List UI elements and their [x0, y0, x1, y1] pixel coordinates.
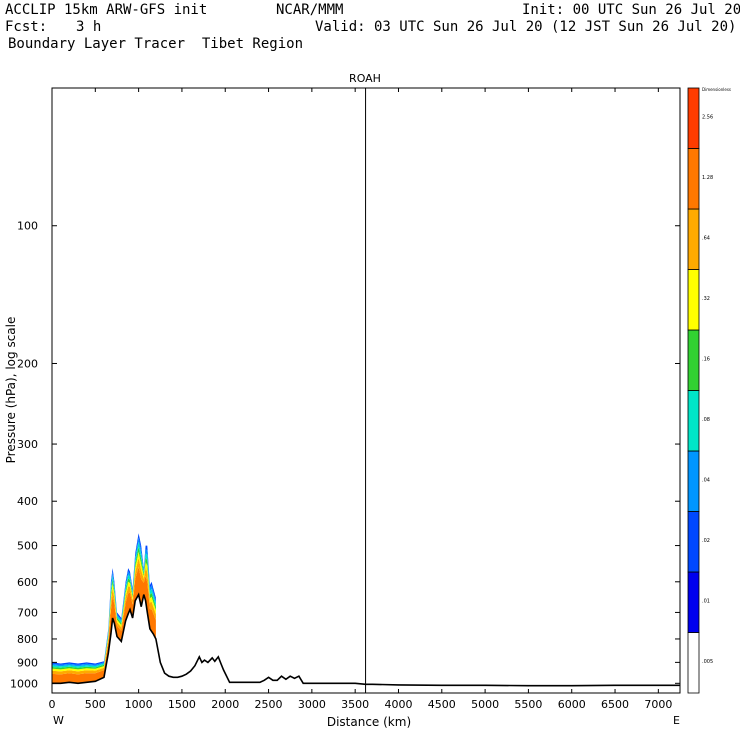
x-tick-label: 0	[49, 698, 56, 711]
x-tick-label: 2000	[211, 698, 239, 711]
colorbar-segment	[687, 329, 700, 391]
colorbar-label: .32	[702, 296, 710, 302]
colorbar-label: 2.56	[702, 114, 713, 120]
tracer-band-3	[52, 546, 156, 670]
colorbar-segment	[687, 571, 700, 633]
tracer-band-2	[52, 551, 156, 672]
tracer-band-1	[52, 557, 156, 675]
colorbar-label: .04	[702, 477, 710, 483]
model-title: ACCLIP 15km ARW-GFS init	[5, 2, 208, 18]
x-tick-label: 500	[85, 698, 106, 711]
y-tick-label: 900	[17, 656, 38, 669]
y-tick-label: 100	[17, 220, 38, 233]
colorbar-segment	[687, 511, 700, 573]
terrain-layer	[52, 88, 680, 693]
x-tick-label: 7000	[644, 698, 672, 711]
colorbar-label: .08	[702, 417, 710, 423]
colorbar-label: .01	[702, 598, 710, 604]
x-tick-label: 6500	[601, 698, 629, 711]
colorbar-segment	[687, 148, 700, 210]
chart-title: ROAH	[349, 72, 381, 85]
y-tick-label: 1000	[10, 677, 38, 690]
colorbar-label: 1.28	[702, 175, 713, 181]
y-tick-label: 400	[17, 495, 38, 508]
east-end-label: E	[673, 714, 680, 727]
colorbar-label: .16	[702, 356, 710, 362]
colorbar-segment	[687, 450, 700, 512]
plot-frame	[51, 87, 681, 694]
y-tick-label: 800	[17, 633, 38, 646]
valid-time: Valid: 03 UTC Sun 26 Jul 20 (12 JST Sun …	[315, 19, 737, 35]
colorbar: .005 .01 .02 .04 .08 .16 .32 .64 1.28 2.56 Dimensi…	[687, 87, 731, 694]
tracer-band-0	[52, 567, 156, 684]
x-tick-label: 4000	[384, 698, 412, 711]
west-end-label: W	[53, 714, 64, 727]
x-tick-label: 1500	[168, 698, 196, 711]
colorbar-label: .02	[702, 538, 710, 544]
y-tick-label: 700	[17, 606, 38, 619]
y-tick-label: 600	[17, 576, 38, 589]
x-tick-label: 3000	[298, 698, 326, 711]
init-time: Init: 00 UTC Sun 26 Jul 20	[522, 2, 740, 18]
x-tick-label: 2500	[255, 698, 283, 711]
x-axis-label: Distance (km)	[327, 715, 411, 729]
tracer-fill-layer	[52, 533, 156, 684]
x-tick-label: 5000	[471, 698, 499, 711]
colorbar-label: .005	[702, 659, 713, 665]
colorbar-label: .64	[702, 235, 710, 241]
colorbar-segment	[687, 269, 700, 331]
forecast-hours: 3 h	[76, 19, 102, 35]
colorbar-segment	[687, 390, 700, 452]
y-tick-label: 300	[17, 438, 38, 451]
terrain-line	[52, 592, 680, 687]
y-axis-label: Pressure (hPa), log scale	[4, 317, 18, 464]
colorbar-label: Dimensionless	[702, 87, 731, 92]
forecast-label: Fcst:	[5, 19, 48, 35]
y-tick-label: 200	[17, 357, 38, 370]
x-tick-label: 6000	[558, 698, 586, 711]
x-tick-label: 4500	[428, 698, 456, 711]
colorbar-segment	[687, 87, 700, 149]
y-tick-label: 500	[17, 540, 38, 553]
x-tick-label: 1000	[125, 698, 153, 711]
tracer-band-5	[52, 537, 156, 667]
x-tick-label: 3500	[341, 698, 369, 711]
tracer-band-4	[52, 541, 156, 668]
x-tick-label: 5500	[514, 698, 542, 711]
center-label: NCAR/MMM	[276, 2, 344, 18]
colorbar-segment	[687, 632, 700, 694]
chart-subtitle: Boundary Layer Tracer Tibet Region	[8, 36, 304, 52]
colorbar-segment	[687, 208, 700, 270]
axes-layer: 0 500 1000 1500 2000 2500 3000 3500 4000 4500 5000…	[10, 87, 681, 711]
